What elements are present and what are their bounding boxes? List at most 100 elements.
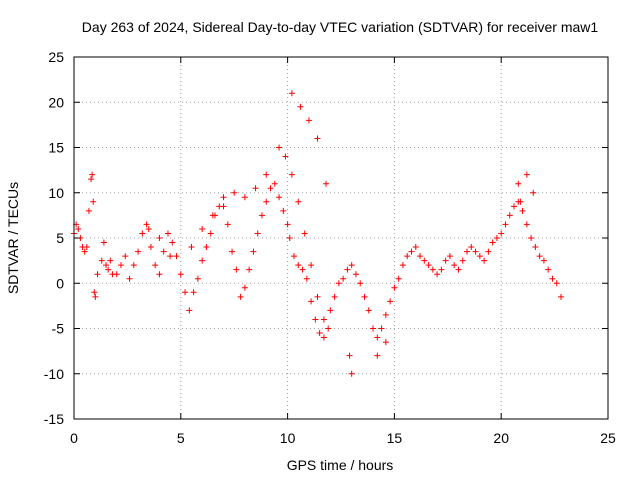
data-point: [241, 284, 248, 291]
data-point: [299, 266, 306, 273]
data-point: [312, 316, 319, 323]
data-point: [164, 230, 171, 237]
data-point: [83, 244, 90, 251]
y-tick-label: 25: [48, 49, 64, 65]
data-point: [130, 262, 137, 269]
data-point: [374, 352, 381, 359]
data-point: [90, 198, 97, 205]
data-point: [280, 207, 287, 214]
data-point: [404, 253, 411, 260]
data-point: [160, 248, 167, 255]
data-point: [391, 284, 398, 291]
data-point: [263, 198, 270, 205]
data-point: [156, 271, 163, 278]
data-point: [446, 253, 453, 260]
data-point: [540, 257, 547, 264]
data-point: [331, 293, 338, 300]
data-point: [105, 266, 112, 273]
data-point: [173, 253, 180, 260]
axis-ticks: 0 5 10 15 20 25 -15 -10 -5 0 5 10 15 20 25: [44, 49, 616, 446]
data-point: [549, 275, 556, 282]
data-point: [145, 225, 152, 232]
data-point: [429, 266, 436, 273]
data-points: [71, 90, 565, 377]
data-point: [438, 266, 445, 273]
data-point: [75, 225, 82, 232]
data-point: [207, 230, 214, 237]
data-point: [186, 307, 193, 314]
data-point: [344, 266, 351, 273]
data-point: [387, 298, 394, 305]
data-point: [126, 275, 133, 282]
y-tick-label: 15: [48, 140, 64, 156]
data-point: [442, 257, 449, 264]
data-point: [199, 257, 206, 264]
data-point: [408, 248, 415, 255]
data-point: [89, 171, 96, 178]
data-point: [282, 153, 289, 160]
data-point: [374, 334, 381, 341]
y-tick-label: -15: [44, 411, 64, 427]
data-point: [85, 207, 92, 214]
data-point: [233, 266, 240, 273]
data-point: [139, 230, 146, 237]
data-point: [481, 257, 488, 264]
data-point: [143, 221, 150, 228]
x-tick-label: 5: [177, 430, 185, 446]
data-point: [177, 271, 184, 278]
data-point: [156, 235, 163, 241]
data-point: [288, 171, 295, 178]
data-point: [340, 275, 347, 282]
data-point: [325, 325, 332, 332]
data-point: [532, 244, 539, 251]
data-point: [297, 103, 304, 110]
data-point: [382, 311, 389, 318]
data-point: [88, 176, 95, 183]
data-point: [399, 262, 406, 269]
data-point: [425, 262, 432, 269]
data-point: [511, 203, 518, 210]
data-point: [81, 248, 88, 255]
data-point: [320, 334, 327, 341]
data-point: [365, 307, 372, 314]
x-tick-label: 10: [280, 430, 296, 446]
data-point: [100, 239, 107, 246]
data-point: [241, 194, 248, 201]
x-tick-label: 0: [70, 430, 78, 446]
data-point: [553, 280, 560, 287]
y-tick-label: 10: [48, 185, 64, 201]
data-point: [92, 293, 99, 300]
data-point: [455, 266, 462, 273]
data-point: [291, 253, 298, 260]
data-point: [361, 293, 368, 300]
data-point: [536, 253, 543, 260]
data-point: [103, 262, 110, 269]
data-point: [246, 266, 253, 273]
data-point: [188, 244, 195, 251]
data-point: [523, 221, 530, 228]
data-point: [434, 271, 441, 278]
data-point: [152, 262, 159, 269]
data-point: [421, 257, 428, 264]
data-point: [506, 212, 513, 219]
y-axis-label: SDTVAR / TECUs: [5, 182, 21, 294]
data-point: [295, 198, 302, 205]
data-point: [276, 194, 283, 201]
data-point: [412, 244, 419, 251]
data-point: [346, 352, 353, 359]
data-point: [468, 244, 475, 251]
data-point: [305, 117, 312, 124]
data-point: [528, 235, 535, 241]
data-point: [417, 253, 424, 260]
grid: [74, 57, 608, 419]
x-tick-label: 25: [600, 430, 616, 446]
data-point: [314, 293, 321, 300]
data-point: [135, 248, 142, 255]
data-point: [295, 262, 302, 269]
data-point: [267, 185, 274, 192]
data-point: [276, 144, 283, 151]
data-point: [523, 171, 530, 178]
data-point: [220, 194, 227, 201]
y-tick-label: -10: [44, 366, 64, 382]
